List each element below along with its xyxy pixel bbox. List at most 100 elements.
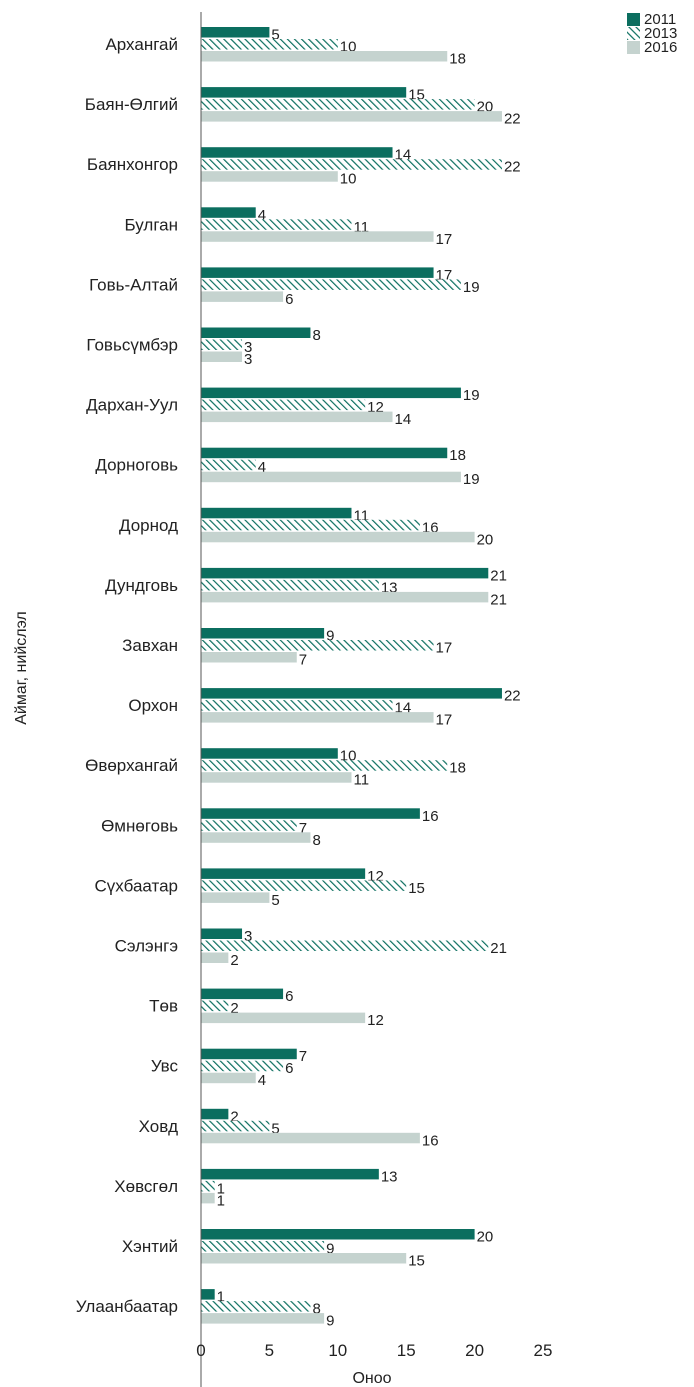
data-label-2011: 5 bbox=[271, 27, 279, 44]
bar-2013 bbox=[201, 39, 338, 50]
bar-2013 bbox=[201, 459, 256, 471]
bar-2016 bbox=[201, 351, 243, 362]
data-label-2013: 9 bbox=[326, 1241, 334, 1258]
y-axis-title: Аймаг, нийслэл bbox=[13, 611, 30, 724]
bar-2013 bbox=[201, 519, 420, 531]
category-label: Говь-Алтай bbox=[89, 275, 178, 294]
data-label-2013: 4 bbox=[258, 459, 266, 476]
bar-2011 bbox=[201, 87, 407, 98]
data-label-2013: 5 bbox=[271, 1120, 279, 1137]
bar-2016 bbox=[201, 291, 284, 302]
data-label-2013: 21 bbox=[490, 940, 507, 957]
bar-2016 bbox=[201, 832, 311, 843]
bar-2011 bbox=[201, 1168, 379, 1180]
bar-2016 bbox=[201, 411, 393, 423]
category-label: Өмнөговь bbox=[101, 816, 178, 835]
bar-2016 bbox=[201, 892, 270, 903]
data-label-2016: 5 bbox=[271, 892, 279, 909]
x-tick-label: 15 bbox=[397, 1341, 416, 1360]
data-label-2011: 8 bbox=[312, 327, 320, 344]
data-label-2016: 16 bbox=[422, 1132, 439, 1149]
bar-2013 bbox=[201, 279, 461, 290]
bar-2013 bbox=[201, 880, 407, 891]
category-label: Дархан-Уул bbox=[86, 396, 178, 415]
category-label: Баян-Өлгий bbox=[85, 95, 178, 114]
bar-2013 bbox=[201, 219, 352, 230]
bar-2011 bbox=[201, 808, 420, 819]
category-label: Улаанбаатар bbox=[76, 1297, 178, 1316]
data-label-2016: 18 bbox=[449, 51, 466, 68]
bar-2013 bbox=[201, 1241, 325, 1252]
bar-2013 bbox=[201, 640, 434, 651]
data-label-2013: 22 bbox=[504, 159, 521, 176]
data-label-2013: 17 bbox=[436, 640, 453, 657]
category-label: Хэнтий bbox=[122, 1237, 178, 1256]
bars-layer: 5101815202214221041117171968331912141841… bbox=[201, 27, 521, 1330]
data-label-2011: 18 bbox=[449, 447, 466, 464]
data-label-2016: 3 bbox=[244, 351, 252, 368]
category-label: Өвөрхангай bbox=[85, 756, 178, 775]
category-label: Ховд bbox=[139, 1117, 178, 1136]
data-label-2016: 17 bbox=[436, 231, 453, 248]
bar-2016 bbox=[201, 1012, 366, 1024]
data-label-2011: 4 bbox=[258, 207, 266, 224]
bar-2016 bbox=[201, 591, 489, 603]
bar-2016 bbox=[201, 531, 475, 543]
bar-2016 bbox=[201, 51, 448, 62]
data-label-2011: 13 bbox=[381, 1168, 398, 1185]
data-label-2016: 8 bbox=[312, 832, 320, 849]
bar-2011 bbox=[201, 1289, 215, 1300]
bar-2016 bbox=[201, 652, 297, 663]
bar-2013 bbox=[201, 940, 489, 951]
data-label-2016: 10 bbox=[340, 171, 357, 188]
bar-2011 bbox=[201, 1048, 297, 1060]
category-label: Сэлэнгэ bbox=[115, 937, 178, 956]
data-label-2016: 4 bbox=[258, 1072, 266, 1089]
data-label-2013: 8 bbox=[312, 1301, 320, 1318]
bar-2011 bbox=[201, 748, 338, 759]
bar-2011 bbox=[201, 928, 243, 939]
category-label: Дорнод bbox=[119, 516, 178, 535]
bar-2011 bbox=[201, 567, 489, 579]
data-label-2016: 1 bbox=[217, 1192, 225, 1209]
category-label: Баянхонгор bbox=[87, 155, 178, 174]
bar-2011 bbox=[201, 1229, 475, 1240]
data-label-2013: 1 bbox=[217, 1180, 225, 1197]
data-label-2016: 2 bbox=[230, 952, 238, 969]
bar-2016 bbox=[201, 231, 434, 242]
bar-2011 bbox=[201, 688, 502, 699]
data-label-2013: 2 bbox=[230, 1000, 238, 1017]
legend-swatch-2016 bbox=[627, 41, 640, 54]
bar-2013 bbox=[201, 820, 297, 831]
bar-2016 bbox=[201, 171, 338, 182]
bar-2016 bbox=[201, 952, 229, 963]
category-label: Дорноговь bbox=[95, 456, 178, 475]
x-tick-label: 5 bbox=[265, 1341, 274, 1360]
data-label-2011: 9 bbox=[326, 628, 334, 645]
data-label-2011: 19 bbox=[463, 387, 480, 404]
bar-2011 bbox=[201, 507, 352, 519]
data-label-2013: 15 bbox=[408, 880, 425, 897]
data-label-2013: 6 bbox=[285, 1060, 293, 1077]
bar-2013 bbox=[201, 1000, 229, 1012]
data-label-2011: 20 bbox=[477, 1229, 494, 1246]
data-label-2011: 22 bbox=[504, 688, 521, 705]
bar-2016 bbox=[201, 712, 434, 723]
bar-2013 bbox=[201, 159, 502, 170]
data-label-2016: 22 bbox=[504, 111, 521, 128]
bar-2011 bbox=[201, 267, 434, 278]
data-label-2011: 16 bbox=[422, 808, 439, 825]
bar-2011 bbox=[201, 147, 393, 158]
bar-2013 bbox=[201, 1120, 270, 1132]
bar-2011 bbox=[201, 447, 448, 459]
category-label: Төв bbox=[149, 997, 178, 1016]
bar-2013 bbox=[201, 579, 379, 591]
bar-2013 bbox=[201, 99, 475, 110]
x-tick-labels: 0 5 10 15 20 25 bbox=[196, 1341, 552, 1360]
bar-2013 bbox=[201, 760, 448, 771]
category-label: Увс bbox=[151, 1057, 179, 1076]
bar-2011 bbox=[201, 868, 366, 879]
bar-2016 bbox=[201, 1072, 256, 1084]
bar-2013 bbox=[201, 700, 393, 711]
